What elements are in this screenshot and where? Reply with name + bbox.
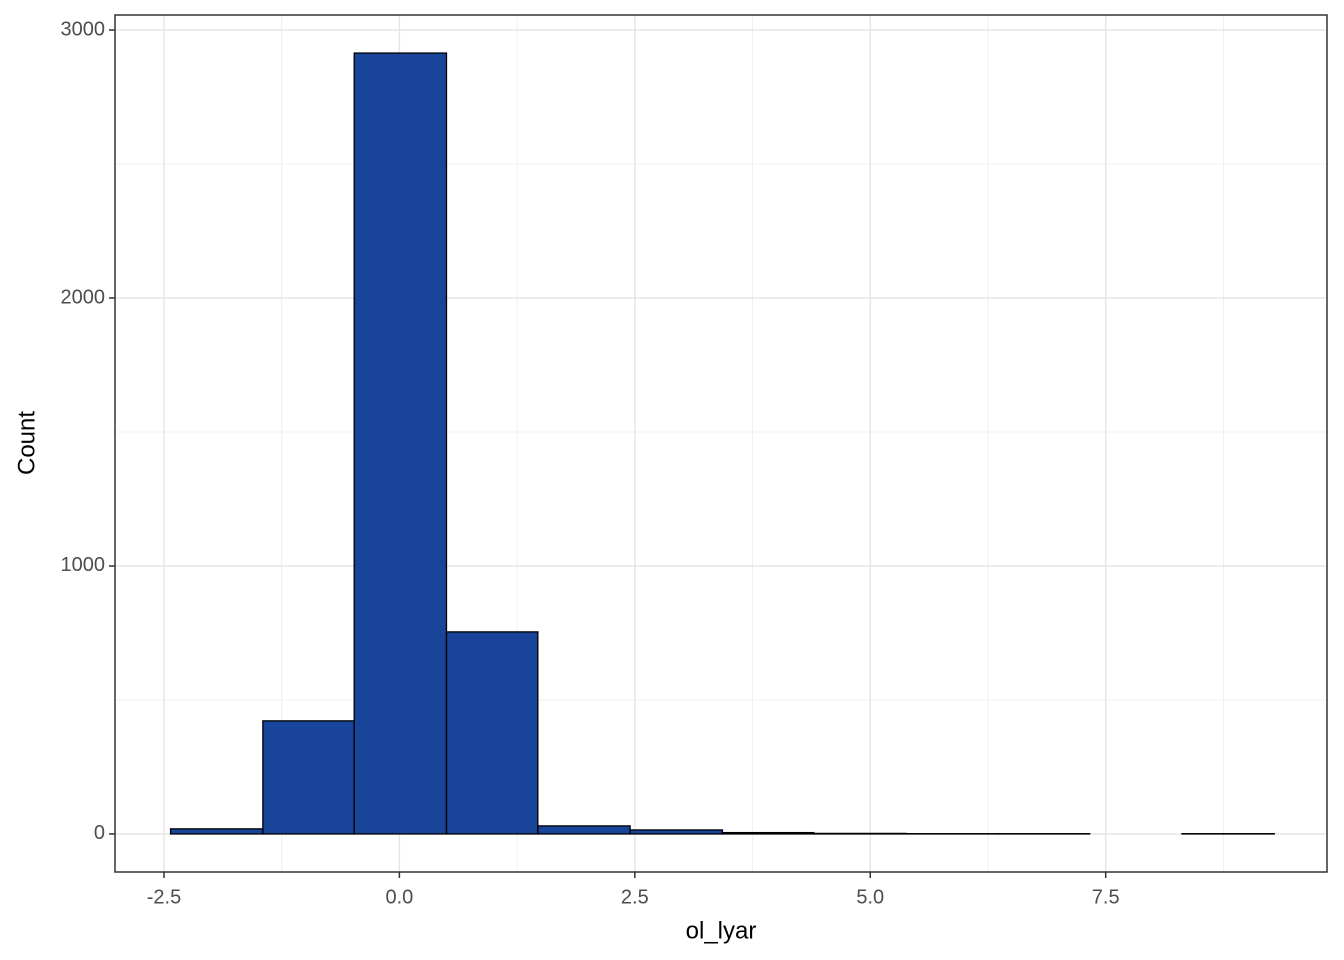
y-tick-label: 0 [94, 822, 105, 844]
bar [629, 829, 724, 835]
bar [721, 831, 815, 835]
x-tick-label: 7.5 [1092, 886, 1120, 908]
y-tick-label: 1000 [61, 554, 106, 576]
x-tick-label: -2.5 [147, 886, 181, 908]
bar [537, 825, 631, 835]
bar [262, 720, 355, 835]
x-axis-title: ol_lyar [686, 917, 757, 944]
bar [169, 828, 264, 835]
bar [353, 52, 448, 835]
x-tick-label: 0.0 [385, 886, 413, 908]
y-axis-title: Count [13, 411, 40, 475]
y-tick-label: 3000 [61, 18, 106, 40]
x-tick-label: 2.5 [621, 886, 649, 908]
bar [445, 631, 539, 835]
bar [813, 832, 907, 835]
x-tick-label: 5.0 [856, 886, 884, 908]
y-tick-label: 2000 [61, 286, 106, 308]
panel-border [114, 14, 1328, 873]
